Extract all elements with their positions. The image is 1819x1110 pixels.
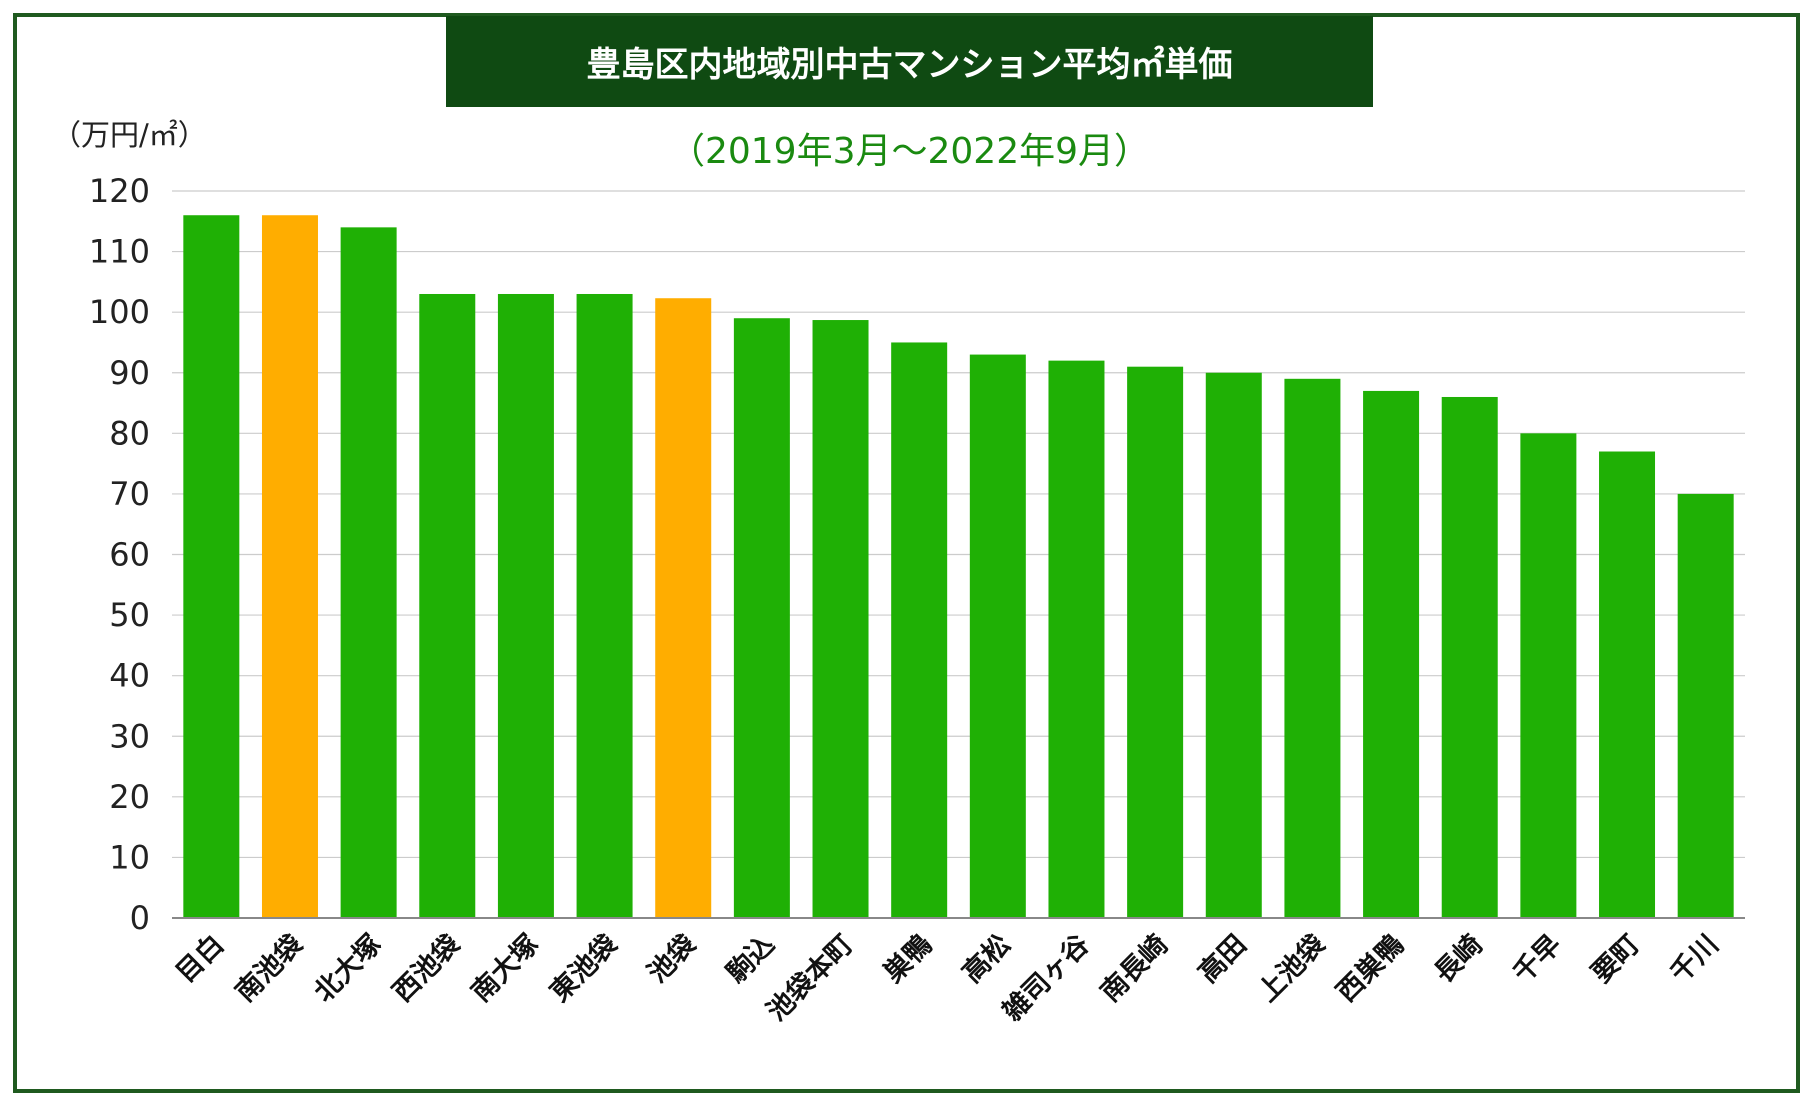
x-tick-label: 目白 [169, 928, 230, 989]
y-tick-label: 70 [109, 475, 150, 513]
bar [261, 215, 318, 918]
bar [419, 293, 476, 918]
x-tick-label: 千川 [1665, 929, 1725, 989]
x-tick-label: 千早 [1507, 929, 1567, 989]
y-tick-label: 50 [109, 596, 150, 634]
x-tick-label: 高田 [1192, 928, 1253, 989]
bar [1677, 493, 1734, 918]
x-tick-label: 南池袋 [230, 928, 310, 1008]
bar [733, 318, 790, 919]
x-tick-label: 要町 [1586, 929, 1646, 989]
y-tick-label: 10 [109, 838, 150, 876]
x-tick-label: 池袋 [642, 928, 703, 989]
y-tick-label: 120 [89, 172, 150, 210]
y-tick-label: 90 [109, 354, 150, 392]
y-tick-label: 100 [89, 293, 150, 331]
x-tick-label: 上池袋 [1252, 928, 1332, 1008]
y-tick-label: 80 [109, 414, 150, 452]
y-axis-unit-label: （万円/㎡） [52, 118, 207, 152]
bar [183, 215, 240, 918]
bar [1284, 378, 1341, 918]
x-tick-label: 池袋本町 [761, 929, 859, 1027]
x-tick-label: 巣鴨 [877, 929, 938, 990]
y-tick-label: 0 [130, 899, 150, 937]
bar [497, 293, 554, 918]
x-tick-label: 長崎 [1429, 929, 1489, 989]
bar [1127, 366, 1184, 919]
chart-subtitle: （2019年3月〜2022年9月） [668, 131, 1151, 172]
bar [1520, 433, 1577, 918]
y-tick-label: 20 [109, 778, 150, 816]
bar [1205, 372, 1262, 918]
bar [812, 320, 869, 919]
x-tick-label: 駒込 [721, 929, 781, 989]
x-tick-label: 高松 [956, 928, 1017, 989]
bar [1363, 390, 1420, 918]
x-tick-label: 西巣鴨 [1331, 929, 1410, 1008]
y-tick-label: 110 [89, 233, 150, 271]
x-tick-label: 雑司ヶ谷 [996, 928, 1096, 1028]
bar [891, 342, 948, 918]
x-tick-label: 北大塚 [308, 929, 387, 1008]
bar [576, 293, 633, 918]
bar [340, 227, 397, 919]
bar [1599, 451, 1656, 918]
x-tick-label: 南長崎 [1095, 929, 1174, 1008]
y-tick-label: 30 [109, 717, 150, 755]
x-tick-label: 西池袋 [387, 928, 467, 1008]
chart-title: 豊島区内地域別中古マンション平均㎡単価 [586, 45, 1233, 85]
title-banner: 豊島区内地域別中古マンション平均㎡単価 [446, 16, 1373, 107]
x-tick-label: 東池袋 [544, 928, 624, 1008]
bar [655, 298, 712, 918]
x-tick-label: 南大塚 [466, 929, 545, 1008]
bar [969, 354, 1026, 918]
y-tick-label: 60 [109, 536, 150, 574]
bar [1441, 396, 1498, 918]
y-tick-label: 40 [109, 657, 150, 695]
bar [1048, 360, 1105, 919]
